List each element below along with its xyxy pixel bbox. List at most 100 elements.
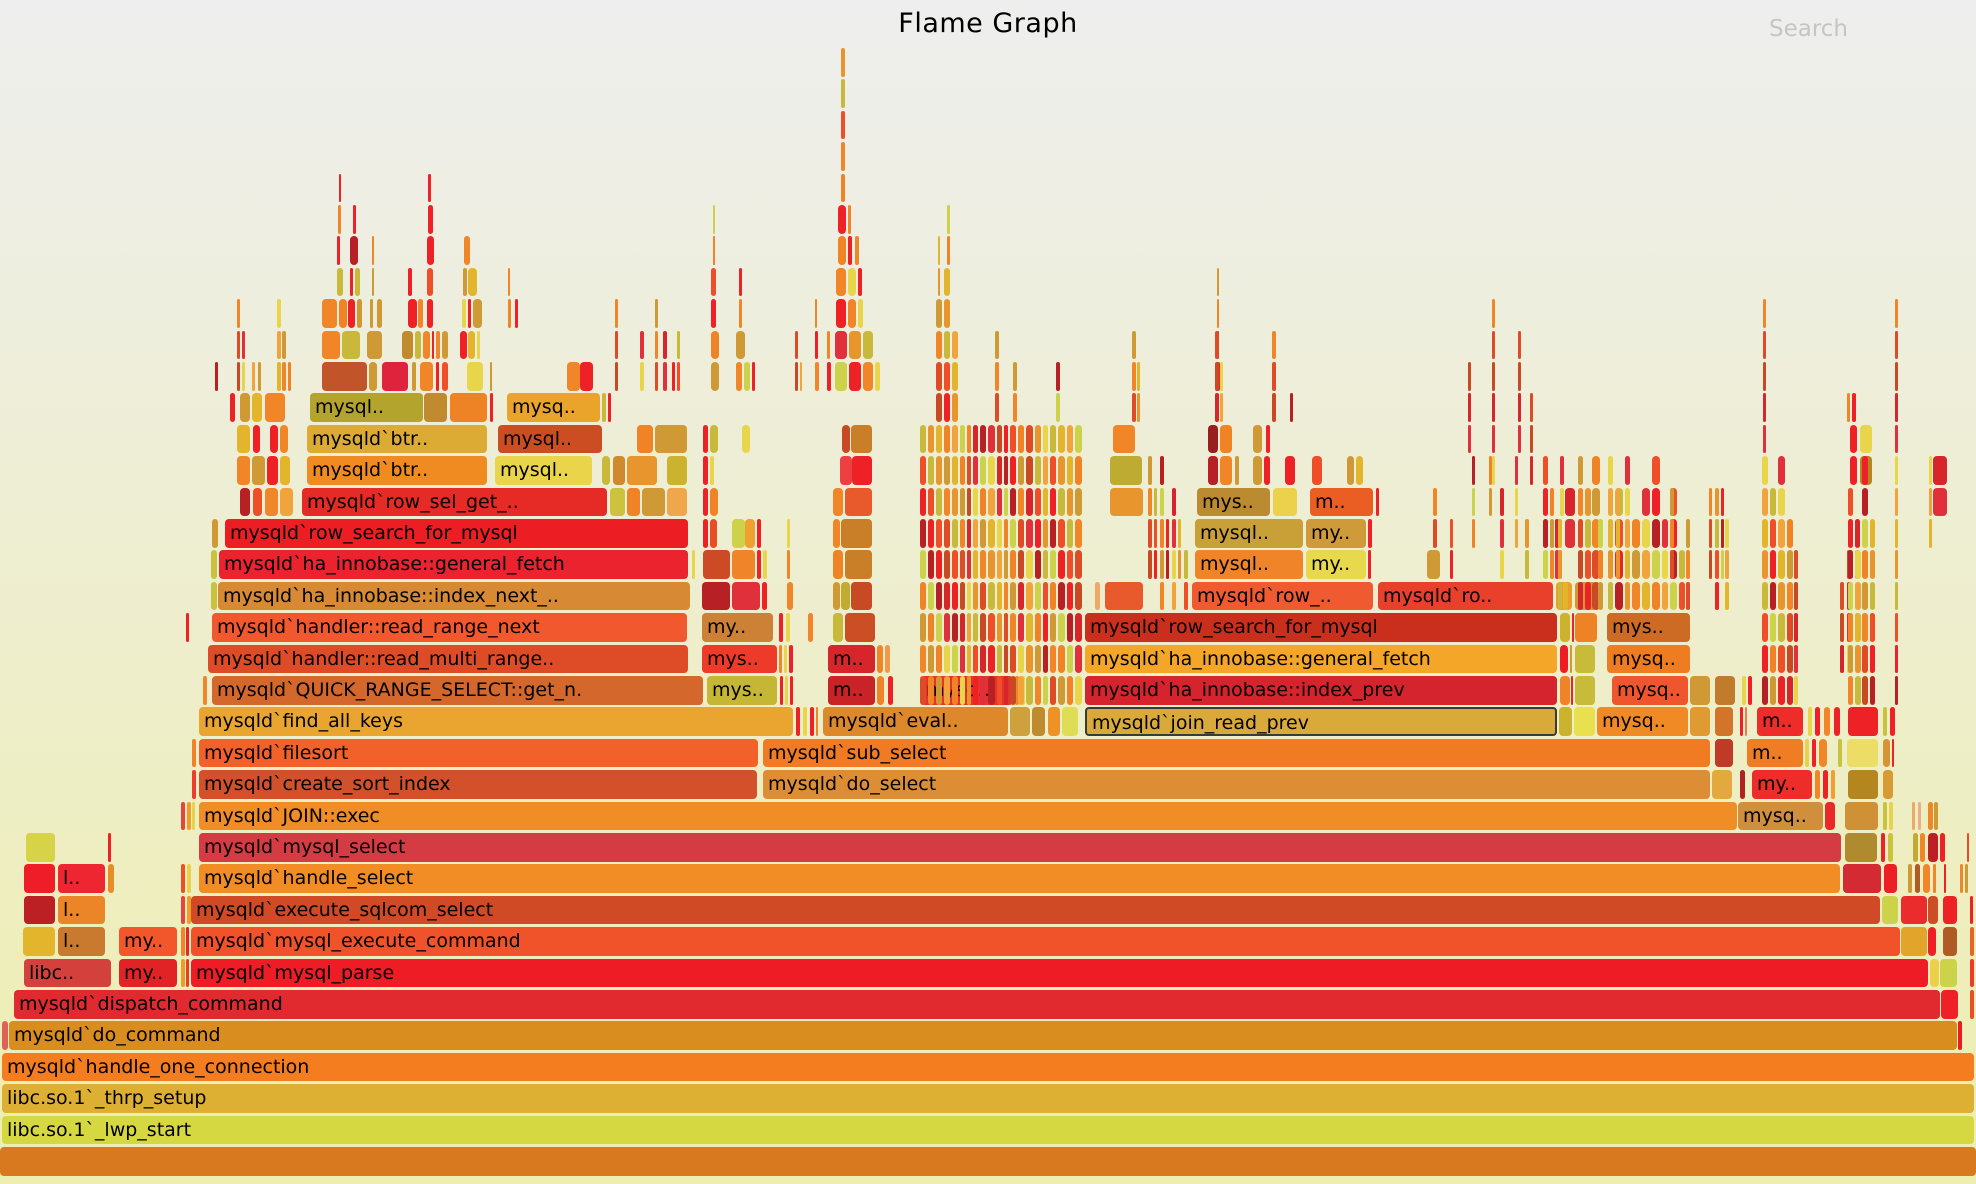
flame-block[interactable] — [1004, 424, 1008, 454]
flame-block[interactable] — [928, 676, 934, 705]
flame-block[interactable] — [1013, 362, 1017, 391]
flame-block[interactable] — [1132, 330, 1136, 360]
flame-block[interactable] — [888, 676, 893, 705]
flame-block[interactable] — [1762, 676, 1768, 705]
flame-block[interactable] — [947, 236, 950, 265]
flame-block[interactable] — [1838, 738, 1842, 768]
flame-frame[interactable]: mysqld`row_sel_get_.. — [302, 487, 607, 517]
flame-block[interactable] — [1543, 550, 1548, 579]
flame-block[interactable] — [1543, 519, 1548, 548]
flame-block[interactable] — [1160, 456, 1164, 485]
flame-block[interactable] — [1715, 738, 1733, 768]
flame-block[interactable] — [1574, 707, 1595, 736]
flame-block[interactable] — [1762, 487, 1768, 517]
flame-block[interactable] — [1032, 707, 1045, 736]
flame-block[interactable] — [827, 362, 831, 391]
flame-block[interactable] — [703, 519, 708, 548]
flame-block[interactable] — [186, 613, 189, 642]
flame-frame[interactable]: mysqld`handler::read_multi_range.. — [208, 644, 688, 674]
flame-block[interactable] — [1933, 456, 1947, 485]
flame-block[interactable] — [944, 487, 950, 517]
flame-block[interactable] — [1530, 393, 1533, 422]
flame-block[interactable] — [841, 48, 845, 77]
flame-frame[interactable]: mysqld`ha_innobase::index_prev — [1085, 676, 1557, 705]
flame-frame[interactable]: my.. — [119, 927, 177, 956]
flame-block[interactable] — [1062, 707, 1078, 736]
flame-block[interactable] — [186, 958, 189, 988]
flame-block[interactable] — [667, 487, 687, 517]
flame-block[interactable] — [863, 362, 873, 391]
flame-block[interactable] — [1770, 676, 1776, 705]
flame-block[interactable] — [838, 236, 846, 265]
flame-block[interactable] — [1862, 550, 1868, 579]
flame-block[interactable] — [322, 299, 337, 328]
flame-block[interactable] — [212, 519, 218, 548]
flame-block[interactable] — [936, 519, 942, 548]
flame-block[interactable] — [415, 330, 421, 360]
flame-frame[interactable]: mysqld`JOIN::exec — [199, 801, 1737, 831]
flame-block[interactable] — [960, 550, 965, 579]
flame-block[interactable] — [667, 456, 687, 485]
flame-block[interactable] — [1740, 770, 1745, 799]
flame-frame[interactable]: mysqld`ha_innobase::index_next_.. — [218, 581, 690, 611]
flame-block[interactable] — [1217, 267, 1219, 297]
flame-block[interactable] — [1762, 644, 1768, 674]
flame-block[interactable] — [1870, 676, 1875, 705]
flame-block[interactable] — [1010, 644, 1016, 674]
flame-block[interactable] — [1763, 299, 1766, 328]
flame-block[interactable] — [855, 236, 859, 265]
flame-block[interactable] — [1592, 519, 1600, 548]
flame-block[interactable] — [408, 299, 417, 328]
flame-block[interactable] — [997, 581, 1002, 611]
flame-block[interactable] — [732, 550, 755, 579]
flame-block[interactable] — [928, 613, 934, 642]
flame-block[interactable] — [1558, 519, 1562, 548]
flame-block[interactable] — [1709, 550, 1712, 579]
flame-block[interactable] — [1492, 299, 1495, 328]
flame-block[interactable] — [181, 895, 185, 925]
flame-block[interactable] — [849, 362, 861, 391]
flame-block[interactable] — [377, 299, 382, 328]
flame-block[interactable] — [0, 1147, 1976, 1176]
flame-block[interactable] — [237, 362, 240, 391]
flame-frame[interactable]: mysqld`handle_select — [199, 864, 1840, 893]
flame-block[interactable] — [186, 927, 189, 956]
flame-block[interactable] — [1015, 676, 1019, 705]
flame-block[interactable] — [1148, 487, 1152, 517]
flame-block[interactable] — [936, 393, 942, 422]
flame-frame[interactable]: mysq.. — [1607, 644, 1690, 674]
flame-block[interactable] — [997, 519, 1002, 548]
flame-block[interactable] — [1928, 801, 1933, 831]
flame-block[interactable] — [1616, 487, 1620, 517]
flame-block[interactable] — [26, 833, 55, 862]
flame-block[interactable] — [424, 393, 447, 422]
flame-block[interactable] — [1805, 738, 1809, 768]
flame-block[interactable] — [1843, 864, 1881, 893]
flame-block[interactable] — [836, 267, 846, 297]
flame-block[interactable] — [508, 267, 510, 297]
flame-block[interactable] — [1848, 613, 1853, 642]
flame-block[interactable] — [1670, 519, 1674, 548]
flame-frame[interactable]: mysqld`handle_one_connection — [2, 1052, 1974, 1082]
flame-block[interactable] — [1815, 707, 1820, 736]
flame-frame[interactable]: mysq.. — [1612, 676, 1688, 705]
flame-block[interactable] — [677, 362, 680, 391]
flame-block[interactable] — [1834, 707, 1840, 736]
flame-block[interactable] — [1778, 644, 1785, 674]
flame-block[interactable] — [1067, 550, 1073, 579]
flame-block[interactable] — [1500, 487, 1504, 517]
flame-block[interactable] — [1762, 613, 1768, 642]
flame-block[interactable] — [1050, 550, 1056, 579]
flame-block[interactable] — [1043, 550, 1048, 579]
flame-block[interactable] — [1018, 644, 1024, 674]
flame-block[interactable] — [1058, 487, 1065, 517]
flame-block[interactable] — [1555, 550, 1559, 579]
flame-block[interactable] — [1825, 801, 1835, 831]
flame-block[interactable] — [995, 330, 999, 360]
flame-block[interactable] — [808, 613, 813, 642]
flame-block[interactable] — [944, 393, 950, 422]
flame-block[interactable] — [490, 362, 492, 391]
flame-block[interactable] — [1824, 707, 1830, 736]
flame-block[interactable] — [973, 456, 978, 485]
flame-block[interactable] — [655, 362, 658, 391]
